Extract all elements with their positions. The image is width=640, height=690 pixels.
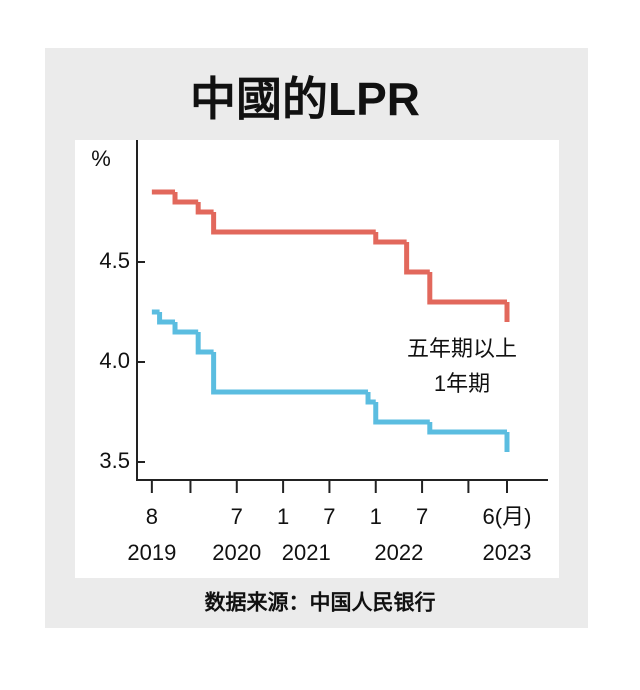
x-tick-label: 7	[231, 504, 243, 529]
series-label: 五年期以上	[407, 336, 517, 361]
chart-title: 中國的LPR	[190, 73, 420, 125]
x-year-label: 2023	[483, 540, 532, 565]
x-year-label: 2019	[127, 540, 176, 565]
step-segment	[365, 392, 376, 405]
step-segment	[211, 352, 369, 395]
step-segment	[195, 202, 214, 215]
y-tick-label: 4.5	[99, 248, 130, 273]
x-year-label: 2020	[212, 540, 261, 565]
x-tick-label: 8	[146, 504, 158, 529]
x-year-label: 2021	[282, 540, 331, 565]
step-segment	[427, 422, 507, 435]
step-segment	[172, 322, 199, 335]
y-unit: %	[91, 146, 111, 171]
step-segment	[373, 232, 407, 245]
step-segment	[195, 332, 214, 355]
x-tick-label: 7	[323, 504, 335, 529]
step-segment	[172, 192, 199, 205]
step-segment	[404, 242, 430, 275]
plot-background	[75, 140, 559, 578]
x-year-label: 2022	[374, 540, 423, 565]
y-tick-label: 3.5	[99, 448, 130, 473]
step-segment	[427, 272, 507, 305]
x-tick-label: 1	[277, 504, 289, 529]
source: 数据来源：中国人民银行	[205, 591, 436, 615]
x-tick-label: 6(月)	[483, 504, 532, 529]
y-tick-label: 4.0	[99, 348, 130, 373]
series-label: 1年期	[434, 371, 490, 396]
x-tick-label: 1	[370, 504, 382, 529]
step-segment	[373, 402, 430, 425]
step-segment	[157, 312, 176, 325]
step-segment	[211, 212, 376, 235]
x-tick-label: 7	[416, 504, 428, 529]
